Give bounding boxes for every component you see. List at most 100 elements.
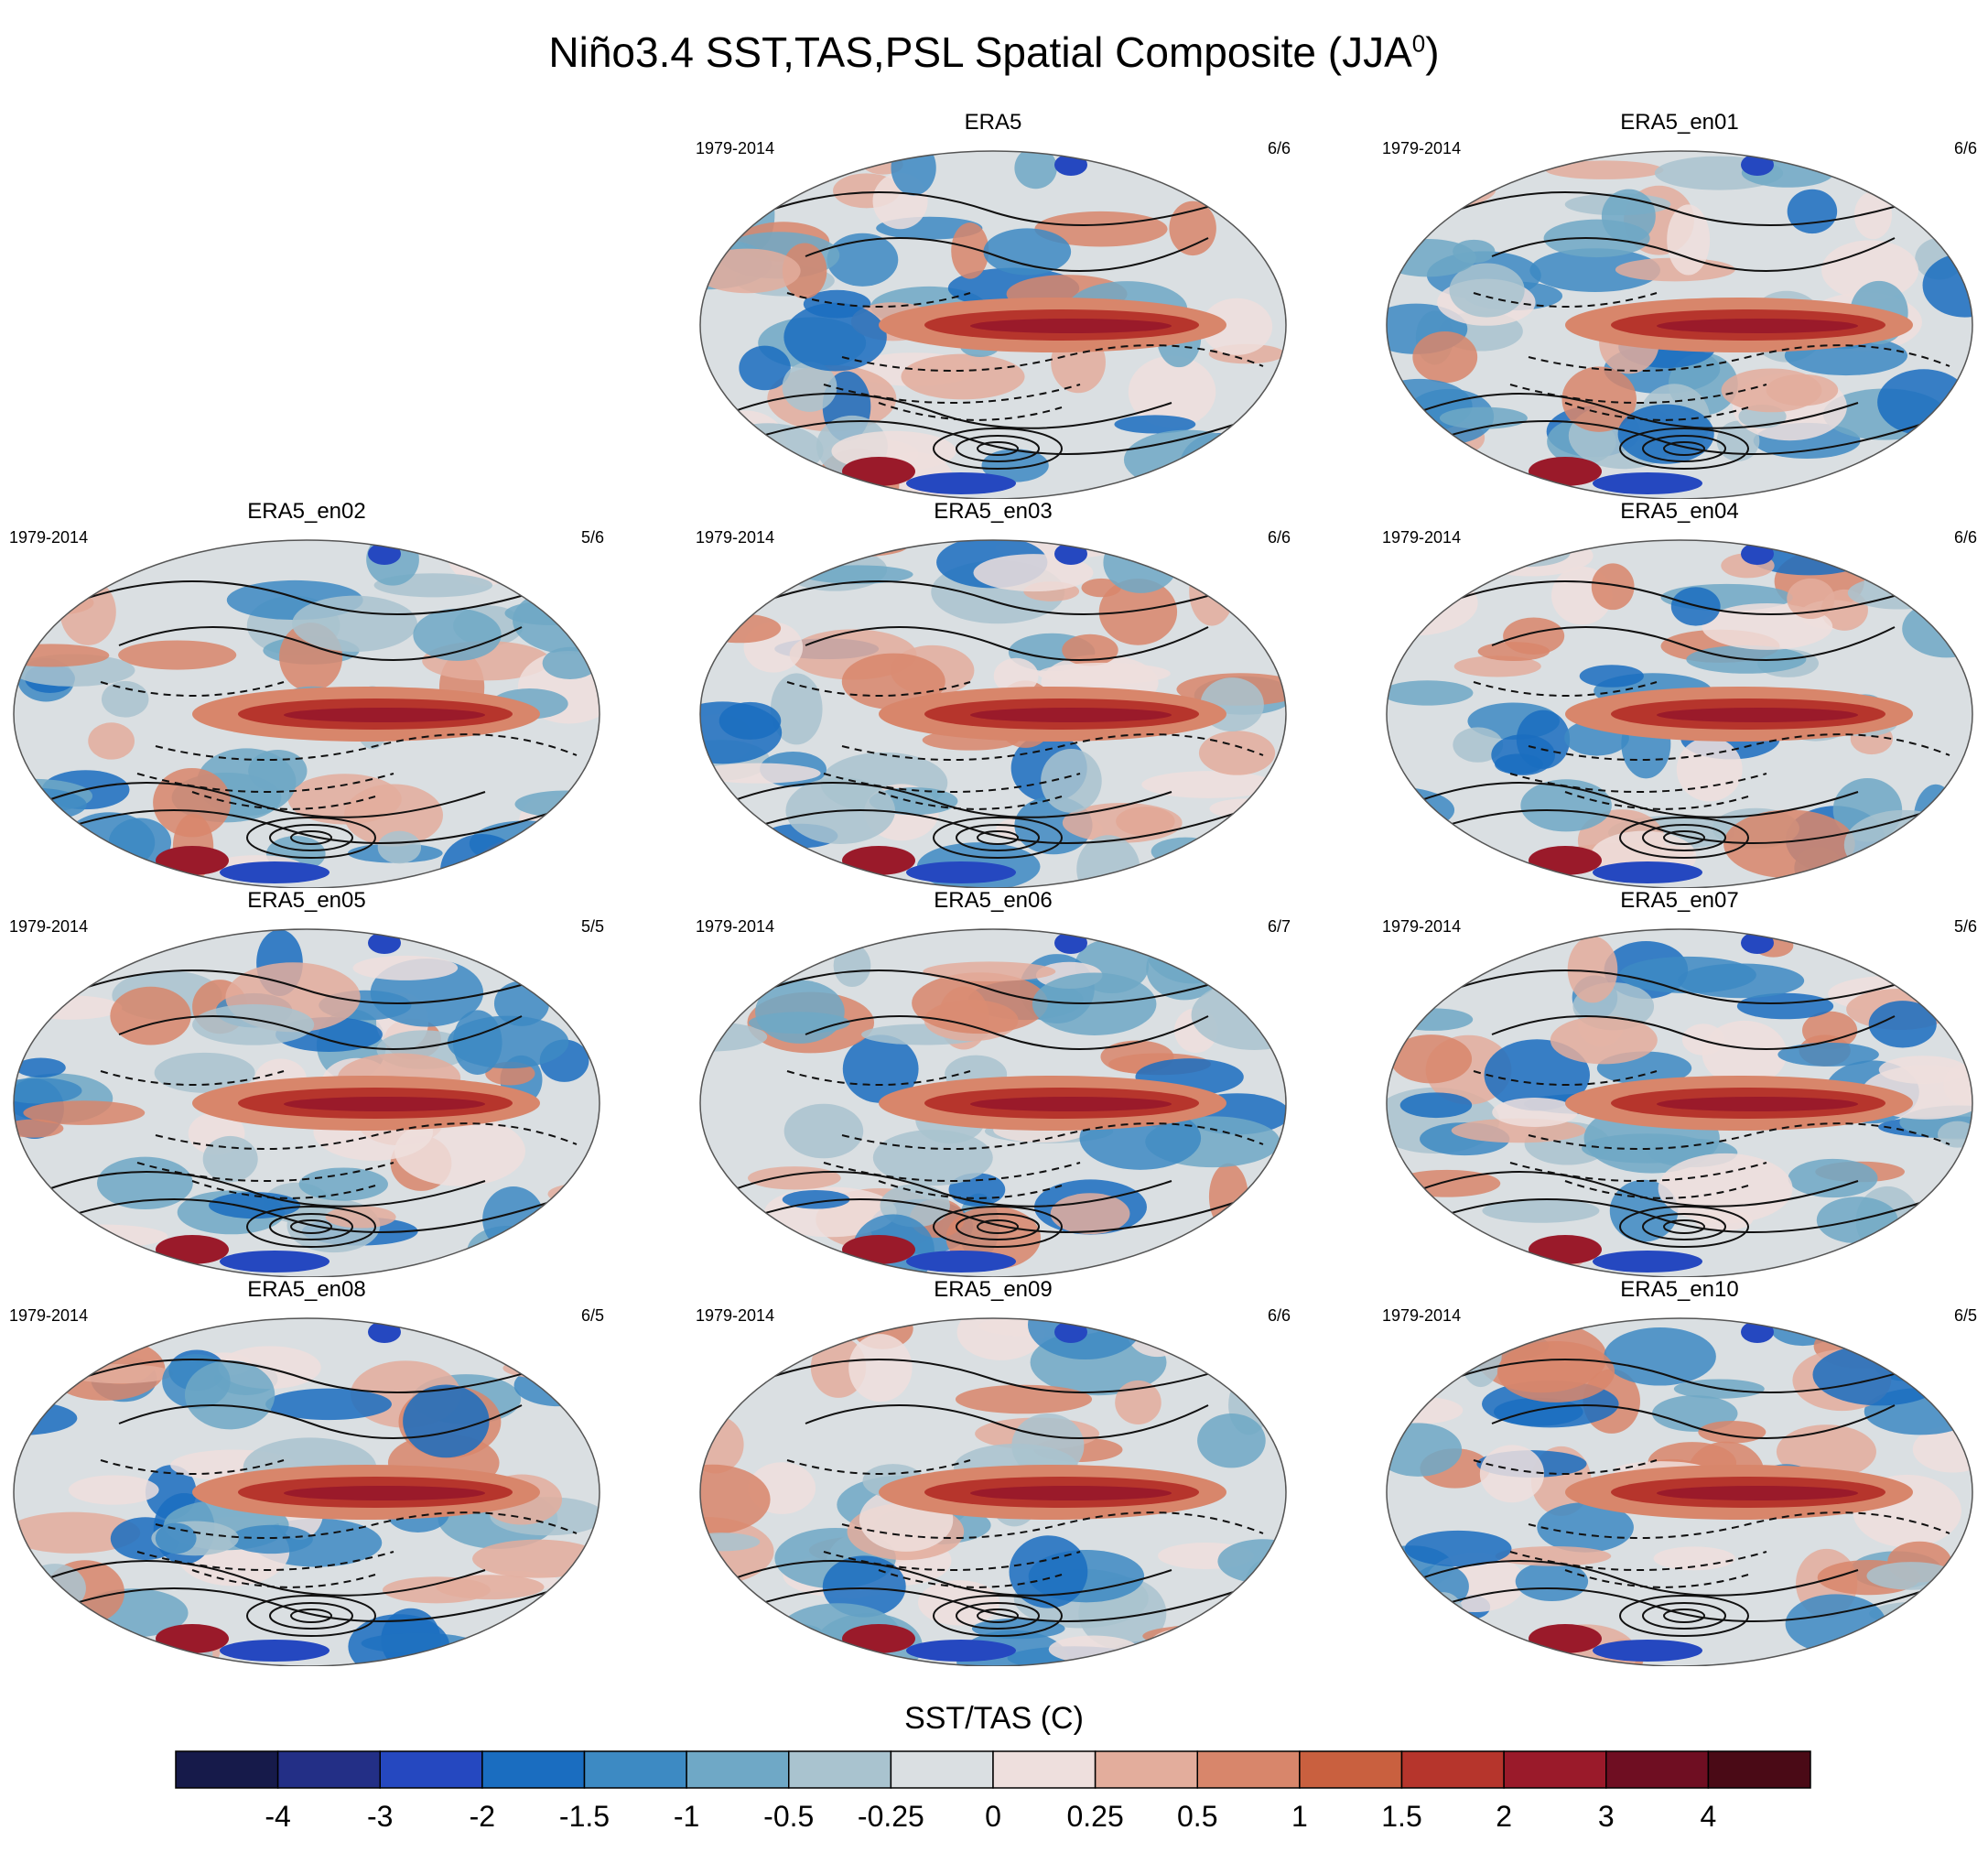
anomaly-blob	[1866, 1562, 1956, 1590]
psl-contour-closed	[1663, 830, 1705, 845]
psl-contour	[1454, 1359, 1941, 1393]
anomaly-blob	[1137, 470, 1197, 499]
psl-contour-closed	[956, 435, 1040, 462]
anomaly-blob	[1389, 1034, 1473, 1084]
anomaly-blob	[1716, 420, 1760, 461]
psl-contour	[823, 1551, 1081, 1571]
anomaly-blob	[706, 467, 841, 499]
title-text: Niño3.4 SST,TAS,PSL Spatial Composite (J…	[548, 28, 1412, 76]
psl-contour	[100, 1459, 285, 1475]
panel-years: 1979-2014	[696, 139, 775, 157]
colorbar-label: -1	[674, 1800, 699, 1833]
panel-count: 6/6	[1953, 139, 1977, 157]
psl-contour	[1418, 393, 1859, 429]
southern-cold-spot	[1593, 861, 1702, 883]
psl-contour	[1509, 384, 1767, 404]
psl-contour	[1473, 1459, 1658, 1475]
psl-contour	[118, 626, 523, 661]
psl-contour-closed	[269, 824, 353, 851]
colorbar-swatch	[1503, 1750, 1607, 1789]
map-border	[699, 150, 1287, 499]
colorbar-swatch	[1707, 1750, 1811, 1789]
psl-contour	[731, 1171, 1172, 1208]
anomaly-blob	[50, 1646, 173, 1666]
anomaly-blob	[1243, 1184, 1286, 1251]
anomaly-blob	[712, 931, 787, 979]
colorbar-label: 0.5	[1177, 1800, 1217, 1833]
psl-contour-closed	[933, 428, 1063, 470]
psl-contour	[731, 393, 1172, 429]
anomaly-blob	[1787, 578, 1835, 620]
anomaly-blob	[1037, 662, 1171, 685]
anomaly-blob	[298, 1167, 388, 1201]
anomaly-blob	[1903, 1625, 1972, 1666]
anomaly-blob	[923, 961, 1056, 981]
anomaly-blob	[1812, 1343, 1949, 1406]
psl-contour	[841, 733, 1264, 761]
anomaly-blob	[712, 423, 824, 478]
psl-contour-closed	[1883, 1338, 1907, 1354]
colorbar-swatch	[788, 1750, 892, 1789]
psl-contour	[731, 782, 1172, 818]
psl-contour-closed	[269, 1602, 353, 1630]
anomaly-blob	[1439, 406, 1528, 429]
psl-contour	[1491, 237, 1896, 272]
anomaly-blob	[1404, 1530, 1512, 1567]
anomaly-blob	[382, 1576, 491, 1604]
psl-contour	[118, 1404, 523, 1439]
anomaly-blob	[1009, 1535, 1088, 1608]
psl-contour	[841, 1122, 1264, 1150]
map-graphic	[13, 539, 600, 888]
psl-contour-closed	[246, 817, 376, 859]
psl-contour-closed	[1883, 559, 1907, 576]
map-panel: ERA5_en09 1979-2014 6/6	[696, 1277, 1291, 1666]
map-panel: ERA5_en07 1979-2014 5/6	[1382, 888, 1977, 1277]
southern-warm-spot	[1529, 1624, 1602, 1653]
psl-contour	[1564, 1569, 1749, 1588]
psl-contour-closed	[290, 1219, 332, 1234]
southern-warm-spot	[156, 1624, 229, 1653]
anomaly-blob	[822, 1555, 906, 1618]
psl-contour-closed	[290, 1608, 332, 1623]
panel-title: ERA5_en09	[934, 1277, 1053, 1302]
psl-contour-closed	[1619, 1595, 1749, 1637]
psl-contour-closed	[1872, 163, 1918, 194]
panel-years: 1979-2014	[9, 917, 89, 936]
psl-contour-closed	[1642, 435, 1726, 462]
panel-title: ERA5_en07	[1620, 888, 1739, 913]
psl-contour	[878, 402, 1063, 421]
warm-tongue-core	[1657, 1486, 1858, 1500]
panel-count: 6/6	[1267, 139, 1291, 157]
anomaly-blob	[901, 353, 1025, 400]
map-border	[1386, 150, 1973, 499]
map-border	[1386, 539, 1973, 888]
anomaly-blob	[1127, 1318, 1188, 1358]
psl-contour	[191, 1569, 376, 1588]
colorbar-label: 1.5	[1381, 1800, 1421, 1833]
psl-contour	[81, 1359, 568, 1393]
anomaly-blob	[891, 151, 936, 196]
anomaly-blob	[710, 1620, 822, 1642]
warm-tongue-core	[284, 1486, 485, 1500]
psl-contour	[1418, 782, 1859, 818]
anomaly-blob	[770, 673, 823, 745]
anomaly-blob	[1125, 929, 1179, 953]
anomaly-blob	[1667, 204, 1711, 276]
colorbar-swatch	[1299, 1750, 1403, 1789]
panel-count: 6/7	[1267, 917, 1291, 936]
psl-contour	[45, 1560, 486, 1597]
anomaly-blob	[842, 1034, 919, 1103]
anomaly-blob	[1393, 1008, 1474, 1031]
psl-contour-closed	[933, 817, 1063, 859]
psl-contour	[878, 1180, 1063, 1199]
anomaly-blob	[700, 248, 801, 294]
anomaly-blob	[1496, 1340, 1615, 1403]
psl-contour	[1564, 1180, 1749, 1199]
anomaly-blob	[1387, 1623, 1432, 1666]
title-close: )	[1425, 28, 1440, 76]
psl-contour	[786, 1070, 971, 1086]
colorbar-label: -2	[470, 1800, 495, 1833]
main-title: Niño3.4 SST,TAS,PSL Spatial Composite (J…	[0, 27, 1988, 77]
panel-years: 1979-2014	[9, 528, 89, 547]
psl-contour	[1473, 292, 1658, 308]
